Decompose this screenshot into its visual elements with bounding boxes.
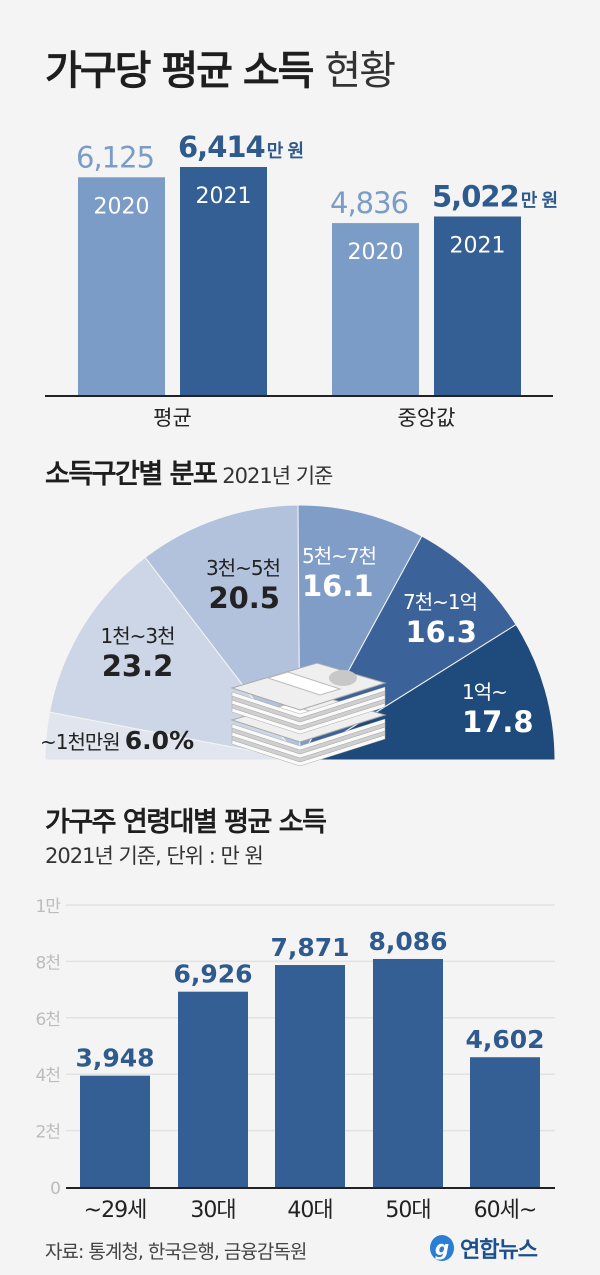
slice-value: 23.2 [101, 649, 174, 683]
yonhap-logo-icon: g [430, 1235, 454, 1261]
bar [373, 958, 443, 1187]
y-tick-label: 8천 [36, 953, 60, 973]
bar [80, 1075, 150, 1187]
age-income-subtitle: 2021년 기준, 단위 : 만 원 [45, 844, 264, 868]
main-title-bold: 가구당 평균 소득 [45, 48, 314, 94]
slice-label-group-1: 1천~3천 23.2 [90, 620, 185, 683]
slice-value: 6.0% [124, 726, 195, 755]
source-note: 자료: 통계청, 한국은행, 금융감독원 [45, 1241, 307, 1263]
money-stack-icon [230, 662, 387, 767]
bar-year-label: 2021 [196, 184, 252, 209]
age-income-title: 가구주 연령대별 평균 소득 [45, 807, 327, 838]
income-distribution-semicircle [44, 504, 556, 767]
category-label: 60세~ [474, 1198, 537, 1223]
category-label: 50대 [385, 1198, 430, 1223]
bar-year-label: 2021 [450, 233, 506, 258]
bar-2020 [332, 223, 419, 395]
slice-value: 20.5 [208, 581, 280, 615]
bar-year-label: 2020 [94, 194, 150, 219]
bar-value-label: 3,948 [75, 1044, 154, 1073]
bar-value-label: 4,602 [465, 1025, 544, 1054]
distribution-title-text: 소득구간별 분포 [45, 459, 218, 490]
slice-label-group-2: 3천~5천 20.5 [180, 552, 281, 615]
slice-label: 5천~7천 [302, 544, 377, 568]
distribution-subtitle: 2021년 기준 [222, 464, 333, 488]
unit-label: 만 원 [521, 190, 557, 211]
bar-value-label: 8,086 [368, 927, 447, 956]
category-label: 평균 [153, 406, 192, 430]
slice-label-group-3: 5천~7천 16.1 [302, 540, 377, 603]
bar-2021 [180, 167, 267, 395]
bar-value-label: 6,125 [76, 140, 154, 174]
category-label: 중앙값 [398, 406, 456, 430]
slice-value: 17.8 [462, 705, 534, 739]
bar [178, 991, 248, 1187]
slice-label-group-5: 1억~ 17.8 [462, 676, 534, 739]
main-title-light: 현황 [324, 48, 396, 94]
bar [275, 965, 345, 1187]
bar-value-label: 7,871 [270, 933, 349, 962]
bar [470, 1057, 540, 1187]
slice-label: 3천~5천 [205, 556, 281, 580]
yonhap-logo: g 연합뉴스 [428, 1232, 538, 1264]
category-label: 30대 [190, 1198, 235, 1223]
bar-value-label: 4,836 [330, 186, 408, 220]
yonhap-logo-text: 연합뉴스 [460, 1238, 538, 1263]
slice-label: 1억~ [462, 680, 508, 704]
bar-value-label: 6,926 [173, 960, 252, 989]
svg-text:g: g [435, 1236, 449, 1260]
y-tick-label: 0 [50, 1179, 60, 1199]
slice-value: 16.1 [302, 569, 374, 603]
slice-label-group-0: ~1천만원 6.0% [40, 726, 194, 755]
y-tick-label: 2천 [36, 1123, 60, 1143]
slice-label: ~1천만원 [40, 730, 121, 754]
distribution-title: 소득구간별 분포 2021년 기준 [45, 452, 333, 491]
y-tick-label: 4천 [36, 1066, 60, 1086]
slice-label: 1천~3천 [100, 624, 175, 648]
slice-value: 16.3 [405, 615, 477, 649]
slice-label: 7천~1억 [402, 590, 478, 614]
bar-year-label: 2020 [348, 240, 404, 265]
y-tick-label: 6천 [36, 1010, 60, 1030]
category-label: ~29세 [84, 1198, 147, 1223]
bar-2020 [78, 177, 165, 395]
main-title: 가구당 평균 소득 현황 [45, 38, 396, 96]
y-tick-label: 1만 [36, 897, 62, 917]
unit-label: 만 원 [267, 141, 303, 162]
category-label: 40대 [287, 1198, 332, 1223]
slice-label-group-4: 7천~1억 16.3 [382, 586, 478, 649]
bar-2021 [434, 216, 521, 395]
